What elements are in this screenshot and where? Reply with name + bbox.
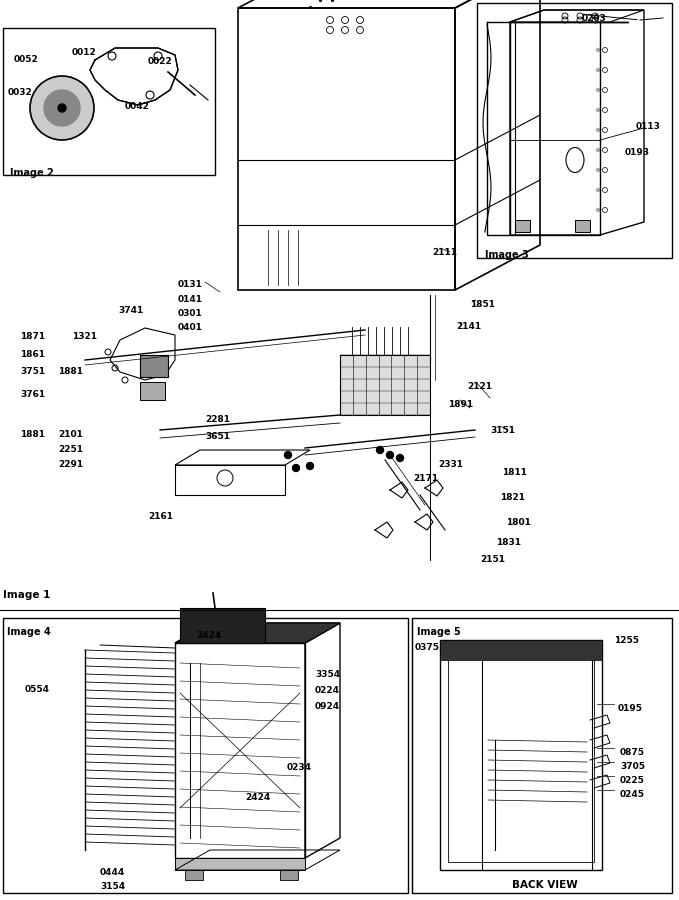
Bar — [3, 28, 215, 175]
Text: 2281: 2281 — [205, 415, 230, 424]
Text: 2424: 2424 — [245, 793, 270, 802]
Text: 0012: 0012 — [72, 48, 96, 57]
Text: 0141: 0141 — [178, 295, 203, 304]
Circle shape — [306, 463, 314, 470]
Circle shape — [397, 454, 403, 462]
Text: 2424: 2424 — [196, 631, 221, 640]
Bar — [280, 870, 298, 880]
Text: 1891: 1891 — [448, 400, 473, 409]
Text: Image 3: Image 3 — [485, 250, 529, 260]
Text: 0113: 0113 — [636, 122, 661, 131]
Text: 2151: 2151 — [480, 555, 505, 564]
Bar — [477, 3, 672, 258]
Text: 0193: 0193 — [625, 148, 650, 157]
Text: 3705: 3705 — [620, 762, 645, 771]
Text: 0401: 0401 — [178, 323, 203, 332]
Circle shape — [596, 148, 600, 151]
Text: 1255: 1255 — [614, 636, 639, 645]
Text: BACK VIEW: BACK VIEW — [512, 880, 578, 890]
Text: 1811: 1811 — [502, 468, 527, 477]
Text: 2331: 2331 — [438, 460, 463, 469]
Text: 0224: 0224 — [315, 686, 340, 695]
Text: 3761: 3761 — [20, 390, 45, 399]
Text: 2171: 2171 — [413, 474, 438, 483]
Bar — [185, 870, 203, 880]
Text: 2141: 2141 — [456, 322, 481, 331]
Text: Image 4: Image 4 — [7, 627, 51, 637]
Circle shape — [596, 49, 600, 51]
Text: 2251: 2251 — [58, 445, 83, 454]
Bar — [515, 220, 530, 232]
Text: Image 1: Image 1 — [3, 590, 50, 600]
Circle shape — [596, 68, 600, 71]
Circle shape — [285, 452, 291, 458]
Text: 1851: 1851 — [470, 300, 495, 309]
Circle shape — [596, 88, 600, 92]
Text: 3741: 3741 — [118, 306, 143, 315]
Text: 0375: 0375 — [415, 643, 440, 652]
Bar — [412, 618, 672, 893]
Text: 0875: 0875 — [620, 748, 645, 757]
Text: 0042: 0042 — [125, 102, 150, 111]
Text: 0052: 0052 — [14, 55, 39, 64]
Text: 0203: 0203 — [582, 14, 607, 23]
Text: 2291: 2291 — [58, 460, 83, 469]
Bar — [448, 648, 594, 862]
Text: 0225: 0225 — [620, 776, 645, 785]
Text: 3154: 3154 — [100, 882, 125, 891]
Text: 1881: 1881 — [20, 430, 45, 439]
Text: 1321: 1321 — [72, 332, 97, 341]
Text: 0444: 0444 — [100, 868, 125, 877]
Text: 2121: 2121 — [467, 382, 492, 391]
Bar — [440, 640, 602, 870]
Text: 1861: 1861 — [20, 350, 45, 359]
Text: 1871: 1871 — [20, 332, 45, 341]
Bar — [340, 355, 430, 415]
Text: 0924: 0924 — [315, 702, 340, 711]
Text: 0131: 0131 — [178, 280, 203, 289]
Text: Image 5: Image 5 — [417, 627, 461, 637]
Bar — [140, 382, 165, 400]
Text: 0022: 0022 — [148, 57, 172, 66]
Bar — [140, 355, 168, 377]
Text: 0554: 0554 — [25, 685, 50, 694]
Polygon shape — [175, 623, 340, 643]
Circle shape — [596, 129, 600, 131]
Text: Image 2: Image 2 — [10, 168, 54, 178]
Text: 1831: 1831 — [496, 538, 521, 547]
Text: 0032: 0032 — [8, 88, 33, 97]
Bar — [440, 640, 602, 660]
Bar — [3, 618, 408, 893]
Text: 0195: 0195 — [618, 704, 643, 713]
Bar — [180, 608, 265, 643]
Circle shape — [596, 209, 600, 212]
Text: 1881: 1881 — [58, 367, 83, 376]
Text: 1821: 1821 — [500, 493, 525, 502]
Circle shape — [596, 109, 600, 112]
Text: 2111: 2111 — [432, 248, 457, 257]
Bar — [575, 220, 590, 232]
Text: 3151: 3151 — [490, 426, 515, 435]
Text: 0301: 0301 — [178, 309, 203, 318]
Bar — [175, 858, 305, 870]
Circle shape — [30, 76, 94, 140]
Circle shape — [44, 90, 80, 126]
Text: 1801: 1801 — [506, 518, 531, 527]
Text: 0245: 0245 — [620, 790, 645, 799]
Circle shape — [376, 446, 384, 454]
Text: 3751: 3751 — [20, 367, 45, 376]
Text: 2101: 2101 — [58, 430, 83, 439]
Text: 3651: 3651 — [205, 432, 230, 441]
Text: 2161: 2161 — [148, 512, 173, 521]
Circle shape — [293, 464, 299, 472]
Text: 3354: 3354 — [315, 670, 340, 679]
Text: 0234: 0234 — [287, 763, 312, 772]
Circle shape — [596, 168, 600, 172]
Circle shape — [386, 452, 394, 458]
Circle shape — [58, 104, 66, 112]
Circle shape — [596, 188, 600, 192]
